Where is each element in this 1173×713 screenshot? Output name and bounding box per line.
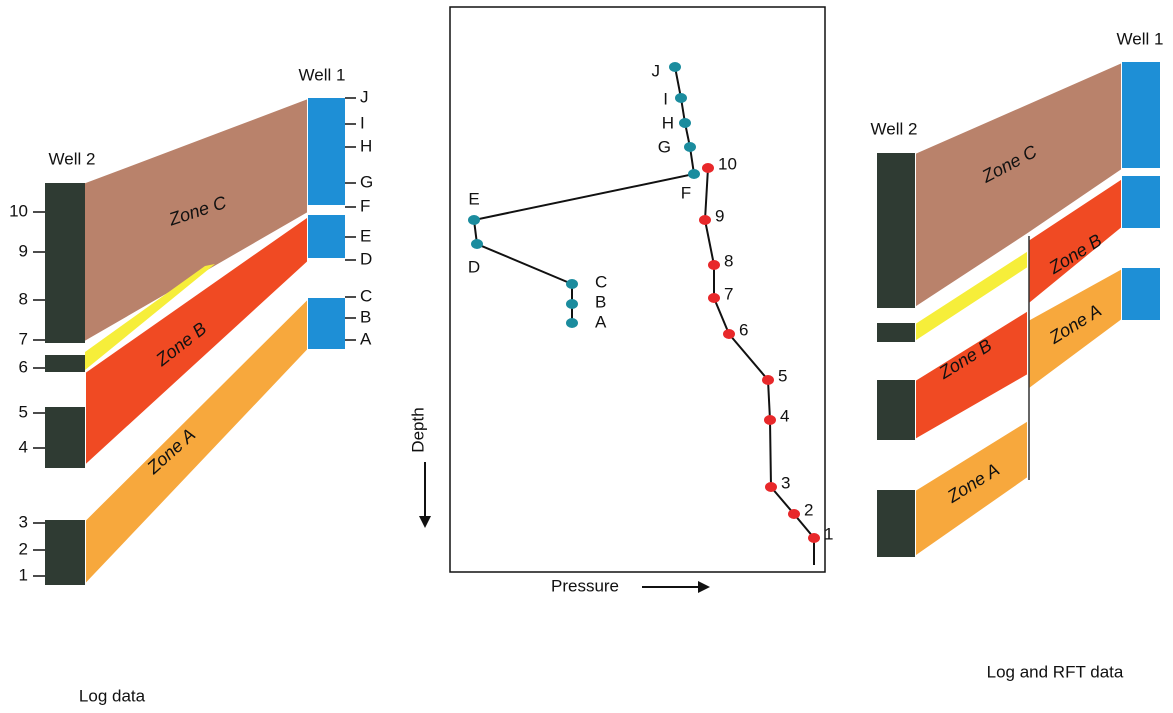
rft-point xyxy=(808,533,820,543)
marker-label: H xyxy=(360,136,372,155)
well-1-log xyxy=(1122,176,1160,228)
well-2-log xyxy=(877,490,915,557)
right-panel: Well 2 Well 1 Zone C Zone B Zone A Zone … xyxy=(871,29,1164,681)
marker-label: B xyxy=(360,307,371,326)
well-2-log xyxy=(877,153,915,308)
caption: Log and RFT data xyxy=(987,662,1124,681)
point-label: 5 xyxy=(778,366,787,385)
point-label: A xyxy=(595,312,607,331)
arrow-head xyxy=(419,516,431,528)
diagram: Well 2 Well 1 Zone C Zone B Zone A 12345… xyxy=(0,0,1173,713)
marker-label: 3 xyxy=(19,512,28,531)
point-label: 8 xyxy=(724,251,733,270)
marker-label: J xyxy=(360,87,369,106)
rft-point xyxy=(684,142,696,152)
well-1-log xyxy=(1122,268,1160,320)
marker-label: 9 xyxy=(19,241,28,260)
rft-point xyxy=(675,93,687,103)
rft-point xyxy=(566,318,578,328)
left-panel: Well 2 Well 1 Zone C Zone B Zone A 12345… xyxy=(9,65,373,705)
point-label: D xyxy=(468,257,480,276)
rft-point xyxy=(471,239,483,249)
well-2-label: Well 2 xyxy=(49,149,96,168)
point-label: H xyxy=(662,113,674,132)
well-2-log xyxy=(45,183,85,343)
well-2-log xyxy=(877,323,915,342)
marker-label: 7 xyxy=(19,329,28,348)
marker-label: 4 xyxy=(19,437,28,456)
rft-point xyxy=(702,163,714,173)
marker-label: 10 xyxy=(9,201,28,220)
point-label: 10 xyxy=(718,154,737,173)
well-2-log xyxy=(45,407,85,468)
marker-label: E xyxy=(360,226,371,245)
well-2-log xyxy=(45,355,85,372)
point-label: F xyxy=(681,183,691,202)
marker-label: F xyxy=(360,196,370,215)
point-label: I xyxy=(663,89,668,108)
rft-point xyxy=(788,509,800,519)
point-label: 1 xyxy=(824,524,833,543)
marker-label: 2 xyxy=(19,539,28,558)
point-label: B xyxy=(595,292,606,311)
well-1-log xyxy=(308,298,345,349)
point-label: C xyxy=(595,272,607,291)
point-label: 3 xyxy=(781,473,790,492)
point-label: G xyxy=(658,137,671,156)
rft-point xyxy=(723,329,735,339)
marker-label: 8 xyxy=(19,289,28,308)
point-label: 4 xyxy=(780,406,789,425)
point-label: 7 xyxy=(724,284,733,303)
pressure-line xyxy=(474,67,694,323)
rft-point xyxy=(699,215,711,225)
rft-point xyxy=(468,215,480,225)
well-1-log xyxy=(308,98,345,205)
well-1-label: Well 1 xyxy=(1117,29,1164,48)
rft-point xyxy=(566,299,578,309)
well-2-log xyxy=(877,380,915,440)
marker-label: C xyxy=(360,286,372,305)
caption: Log data xyxy=(79,686,146,705)
rft-point xyxy=(764,415,776,425)
marker-label: A xyxy=(360,329,372,348)
well-1-log xyxy=(1122,62,1160,168)
point-label: 2 xyxy=(804,500,813,519)
rft-point xyxy=(566,279,578,289)
marker-label: 6 xyxy=(19,357,28,376)
well-2-label: Well 2 xyxy=(871,119,918,138)
pressure-line xyxy=(705,168,814,565)
axis-label: Pressure xyxy=(551,576,619,595)
rft-point xyxy=(762,375,774,385)
point-label: J xyxy=(652,61,661,80)
well-1-label: Well 1 xyxy=(299,65,346,84)
marker-label: I xyxy=(360,113,365,132)
marker-label: 1 xyxy=(19,565,28,584)
arrow-head xyxy=(698,581,710,593)
point-label: E xyxy=(468,189,479,208)
rft-point xyxy=(765,482,777,492)
well-2-log xyxy=(45,520,85,585)
rft-point xyxy=(679,118,691,128)
point-label: 6 xyxy=(739,320,748,339)
rft-point xyxy=(708,260,720,270)
rft-point xyxy=(688,169,700,179)
point-label: 9 xyxy=(715,206,724,225)
axis-label: Depth xyxy=(408,407,427,452)
well-1-log xyxy=(308,215,345,258)
rft-point xyxy=(708,293,720,303)
marker-label: G xyxy=(360,172,373,191)
rft-point xyxy=(669,62,681,72)
marker-label: D xyxy=(360,249,372,268)
marker-label: 5 xyxy=(19,402,28,421)
